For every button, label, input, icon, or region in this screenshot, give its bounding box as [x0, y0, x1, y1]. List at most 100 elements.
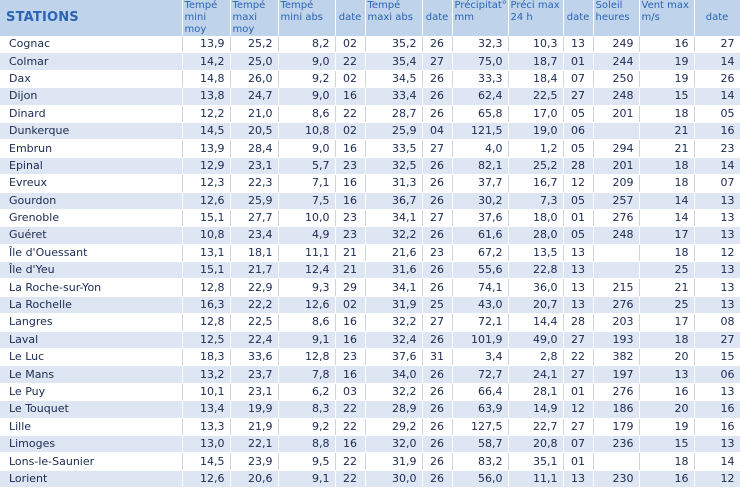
cell-precipitation: 75,0	[452, 52, 509, 71]
cell-precipitation: 72,7	[452, 365, 509, 384]
cell-date-maxi: 26	[422, 70, 453, 89]
cell-station-name: Lille	[0, 418, 183, 436]
cell-tempe-maxi-abs: 32,2	[365, 313, 423, 332]
header-date-preci: date	[563, 0, 594, 36]
cell-date-vent: 13	[694, 383, 740, 402]
cell-tempe-maxi-moy: 21,0	[230, 105, 279, 123]
cell-tempe-maxi-moy: 20,5	[230, 122, 279, 141]
cell-tempe-maxi-abs: 35,2	[365, 36, 423, 54]
cell-tempe-maxi-abs: 36,7	[365, 192, 423, 210]
cell-precipitation: 72,1	[452, 313, 509, 332]
table-row: Grenoble 15,1 27,7 10,0 23 34,1 27 37,6 18,0 01 27…	[0, 209, 740, 228]
table-row: Dunkerque 14,5 20,5 10,8 02 25,9 04 121,5 19,0 06…	[0, 122, 740, 141]
cell-date-maxi: 26	[422, 192, 453, 210]
cell-vent-max: 18	[639, 157, 695, 176]
cell-preci-max-24h: 19,0	[508, 122, 564, 141]
cell-vent-max: 20	[639, 348, 695, 367]
cell-preci-max-24h: 14,4	[508, 313, 564, 332]
cell-date-mini: 22	[335, 400, 366, 419]
cell-station-name: Île d'Ouessant	[0, 244, 183, 263]
cell-date-mini: 16	[335, 313, 366, 332]
cell-tempe-mini-moy: 10,1	[182, 383, 231, 402]
cell-preci-max-24h: 20,7	[508, 296, 564, 315]
cell-date-preci: 01	[563, 52, 594, 71]
cell-date-vent: 16	[694, 400, 740, 419]
cell-precipitation: 66,4	[452, 383, 509, 402]
cell-date-vent: 13	[694, 278, 740, 297]
cell-precipitation: 33,3	[452, 70, 509, 89]
cell-tempe-maxi-moy: 25,0	[230, 52, 279, 71]
cell-tempe-mini-moy: 13,8	[182, 87, 231, 106]
cell-tempe-maxi-abs: 29,2	[365, 418, 423, 436]
cell-date-vent: 13	[694, 192, 740, 210]
cell-soleil-heures: 197	[593, 365, 640, 384]
header-date-maxi: date	[422, 0, 453, 36]
cell-tempe-maxi-moy: 19,9	[230, 400, 279, 419]
cell-tempe-mini-moy: 12,6	[182, 470, 231, 488]
cell-station-name: Le Touquet	[0, 400, 183, 419]
cell-tempe-mini-abs: 7,1	[278, 174, 336, 193]
cell-tempe-maxi-abs: 34,1	[365, 209, 423, 228]
cell-date-maxi: 27	[422, 209, 453, 228]
table-row: Dinard 12,2 21,0 8,6 22 28,7 26 65,8 17,0 05 201 18…	[0, 105, 740, 123]
cell-date-preci: 12	[563, 400, 594, 419]
table-row: La Rochelle 16,3 22,2 12,6 02 31,9 25 43,0 20,7 1…	[0, 296, 740, 315]
cell-preci-max-24h: 18,0	[508, 209, 564, 228]
header-tempe-mini-moy: Tempé mini moy	[182, 0, 231, 36]
cell-precipitation: 55,6	[452, 261, 509, 280]
cell-precipitation: 67,2	[452, 244, 509, 263]
cell-tempe-mini-abs: 4,9	[278, 226, 336, 245]
cell-date-vent: 13	[694, 261, 740, 280]
cell-date-preci: 13	[563, 470, 594, 488]
cell-date-vent: 16	[694, 418, 740, 436]
cell-date-mini: 23	[335, 209, 366, 228]
cell-soleil-heures: 382	[593, 348, 640, 367]
cell-preci-max-24h: 18,4	[508, 70, 564, 89]
cell-soleil-heures: 201	[593, 105, 640, 123]
cell-date-maxi: 31	[422, 348, 453, 367]
cell-precipitation: 62,4	[452, 87, 509, 106]
cell-tempe-maxi-moy: 22,3	[230, 174, 279, 193]
cell-tempe-mini-moy: 13,4	[182, 400, 231, 419]
cell-date-preci: 05	[563, 105, 594, 123]
cell-vent-max: 14	[639, 192, 695, 210]
cell-precipitation: 63,9	[452, 400, 509, 419]
cell-tempe-maxi-abs: 31,6	[365, 261, 423, 280]
cell-date-preci: 01	[563, 383, 594, 402]
cell-station-name: Embrun	[0, 139, 183, 158]
cell-date-preci: 05	[563, 139, 594, 158]
cell-soleil-heures: 186	[593, 400, 640, 419]
cell-date-maxi: 26	[422, 400, 453, 419]
cell-date-vent: 14	[694, 52, 740, 71]
cell-tempe-maxi-abs: 32,5	[365, 157, 423, 176]
cell-tempe-maxi-abs: 31,9	[365, 452, 423, 471]
cell-preci-max-24h: 49,0	[508, 331, 564, 350]
cell-date-preci: 27	[563, 365, 594, 384]
cell-vent-max: 18	[639, 452, 695, 471]
header-tempe-mini-abs: Tempé mini abs	[278, 0, 336, 36]
header-row: STATIONS Tempé mini moy Tempé maxi moy T…	[0, 0, 740, 36]
cell-preci-max-24h: 1,2	[508, 139, 564, 158]
cell-preci-max-24h: 17,0	[508, 105, 564, 123]
cell-soleil-heures: 209	[593, 174, 640, 193]
cell-preci-max-24h: 22,5	[508, 87, 564, 106]
cell-vent-max: 14	[639, 209, 695, 228]
cell-date-mini: 02	[335, 36, 366, 54]
cell-tempe-mini-abs: 9,3	[278, 278, 336, 297]
table-row: Dax 14,8 26,0 9,2 02 34,5 26 33,3 18,4 07 250 19 26	[0, 70, 740, 89]
table-row: Cognac 13,9 25,2 8,2 02 35,2 26 32,3 10,3 13 249 16…	[0, 36, 740, 54]
cell-vent-max: 16	[639, 383, 695, 402]
table-row: Île d'Yeu 15,1 21,7 12,4 21 31,6 26 55,6 22,8 13 2…	[0, 261, 740, 280]
cell-preci-max-24h: 20,8	[508, 435, 564, 454]
cell-date-vent: 14	[694, 452, 740, 471]
cell-vent-max: 21	[639, 278, 695, 297]
cell-tempe-maxi-abs: 32,4	[365, 331, 423, 350]
cell-tempe-mini-moy: 12,6	[182, 192, 231, 210]
cell-date-maxi: 26	[422, 435, 453, 454]
cell-preci-max-24h: 13,5	[508, 244, 564, 263]
cell-date-mini: 16	[335, 331, 366, 350]
cell-tempe-maxi-moy: 22,2	[230, 296, 279, 315]
table-row: Lille 13,3 21,9 9,2 22 29,2 26 127,5 22,7 27 179 19…	[0, 418, 740, 436]
table-row: Le Mans 13,2 23,7 7,8 16 34,0 26 72,7 24,1 27 197 1…	[0, 365, 740, 384]
